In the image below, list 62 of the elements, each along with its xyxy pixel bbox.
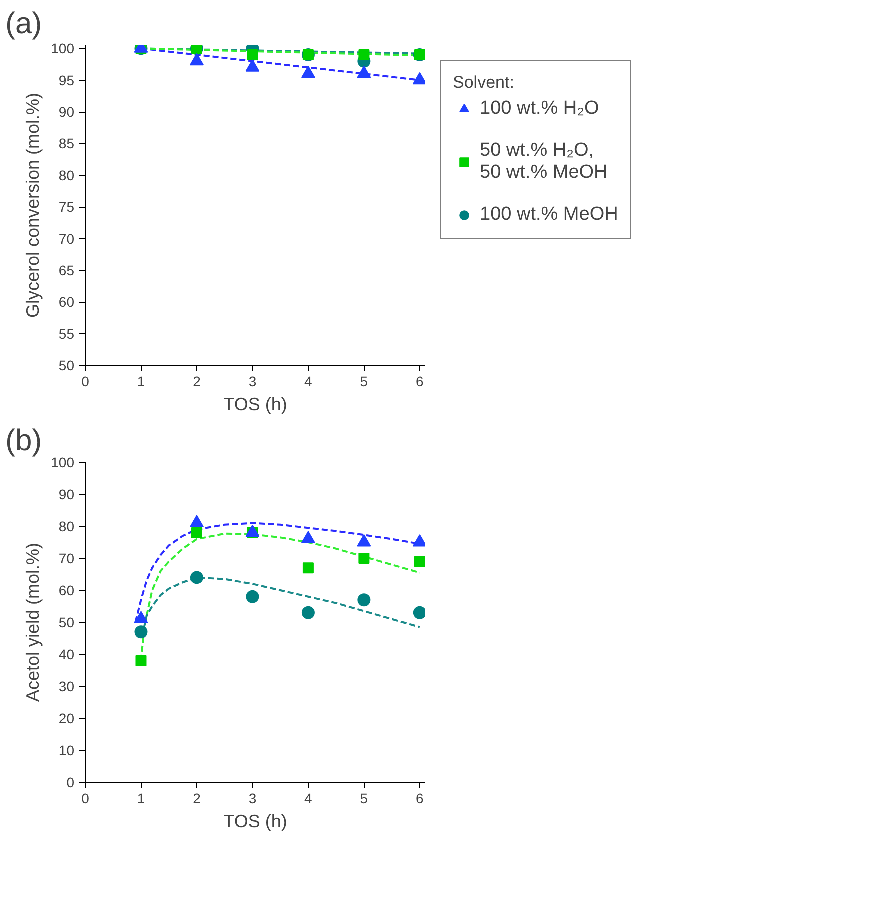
y-tick-label: 95 xyxy=(58,72,75,88)
legend-label: 100 wt.% MeOH xyxy=(480,204,618,226)
y-tick-label: 10 xyxy=(58,742,75,758)
y-tick-label: 70 xyxy=(58,550,75,566)
y-tick-label: 90 xyxy=(58,104,75,120)
y-tick-label: 40 xyxy=(58,646,75,662)
x-axis-title: TOS (h) xyxy=(224,812,288,832)
y-tick-label: 65 xyxy=(58,262,75,278)
y-axis-title: Glycerol conversion (mol.%) xyxy=(23,92,44,318)
y-axis-title: Acetol yield (mol.%) xyxy=(23,542,44,702)
y-tick-label: 80 xyxy=(58,167,75,184)
point xyxy=(301,531,316,544)
x-tick-label: 5 xyxy=(360,790,368,806)
y-tick-label: 60 xyxy=(58,582,75,598)
y-tick-label: 85 xyxy=(58,136,75,152)
x-axis-title: TOS (h) xyxy=(224,394,288,414)
point xyxy=(134,626,148,639)
point xyxy=(190,571,204,584)
x-tick-label: 5 xyxy=(360,374,368,390)
point xyxy=(246,590,260,604)
y-tick-label: 50 xyxy=(58,614,75,630)
y-tick-label: 20 xyxy=(58,710,75,726)
x-tick-label: 2 xyxy=(193,790,202,806)
legend-title: Solvent: xyxy=(453,73,516,93)
point xyxy=(358,553,370,564)
chart-title: (b) xyxy=(6,424,42,458)
x-tick-label: 1 xyxy=(137,790,146,806)
point xyxy=(358,594,371,607)
y-tick-label: 100 xyxy=(51,454,75,470)
y-tick-label: 90 xyxy=(58,486,75,502)
point xyxy=(412,534,426,547)
x-tick-label: 4 xyxy=(304,374,313,390)
x-tick-label: 0 xyxy=(82,790,90,806)
y-tick-label: 30 xyxy=(58,678,75,694)
point xyxy=(136,655,147,666)
point xyxy=(302,606,315,620)
point xyxy=(414,556,426,568)
point xyxy=(413,606,426,620)
x-tick-label: 2 xyxy=(193,374,202,390)
y-tick-label: 75 xyxy=(58,199,75,216)
y-tick-label: 70 xyxy=(58,230,75,247)
x-tick-label: 1 xyxy=(137,374,146,390)
y-tick-label: 55 xyxy=(58,326,75,342)
point xyxy=(357,534,372,547)
x-tick-label: 0 xyxy=(82,374,90,390)
x-tick-label: 6 xyxy=(416,374,424,390)
y-tick-label: 60 xyxy=(58,294,75,310)
y-tick-label: 0 xyxy=(66,774,75,790)
legend-label: 50 wt.% H₂O, 50 wt.% MeOH xyxy=(480,140,608,184)
y-tick-label: 100 xyxy=(51,40,75,57)
point xyxy=(190,515,204,528)
chart-title: (a) xyxy=(6,8,42,40)
y-tick-label: 80 xyxy=(58,518,75,534)
point xyxy=(191,527,202,538)
point xyxy=(246,524,260,538)
x-tick-label: 3 xyxy=(248,374,257,390)
x-tick-label: 4 xyxy=(304,790,313,806)
legend-label: 100 wt.% H₂O xyxy=(480,98,600,120)
y-tick-label: 50 xyxy=(58,358,75,374)
x-tick-label: 3 xyxy=(248,790,257,806)
x-tick-label: 6 xyxy=(416,790,424,806)
point xyxy=(302,562,314,574)
